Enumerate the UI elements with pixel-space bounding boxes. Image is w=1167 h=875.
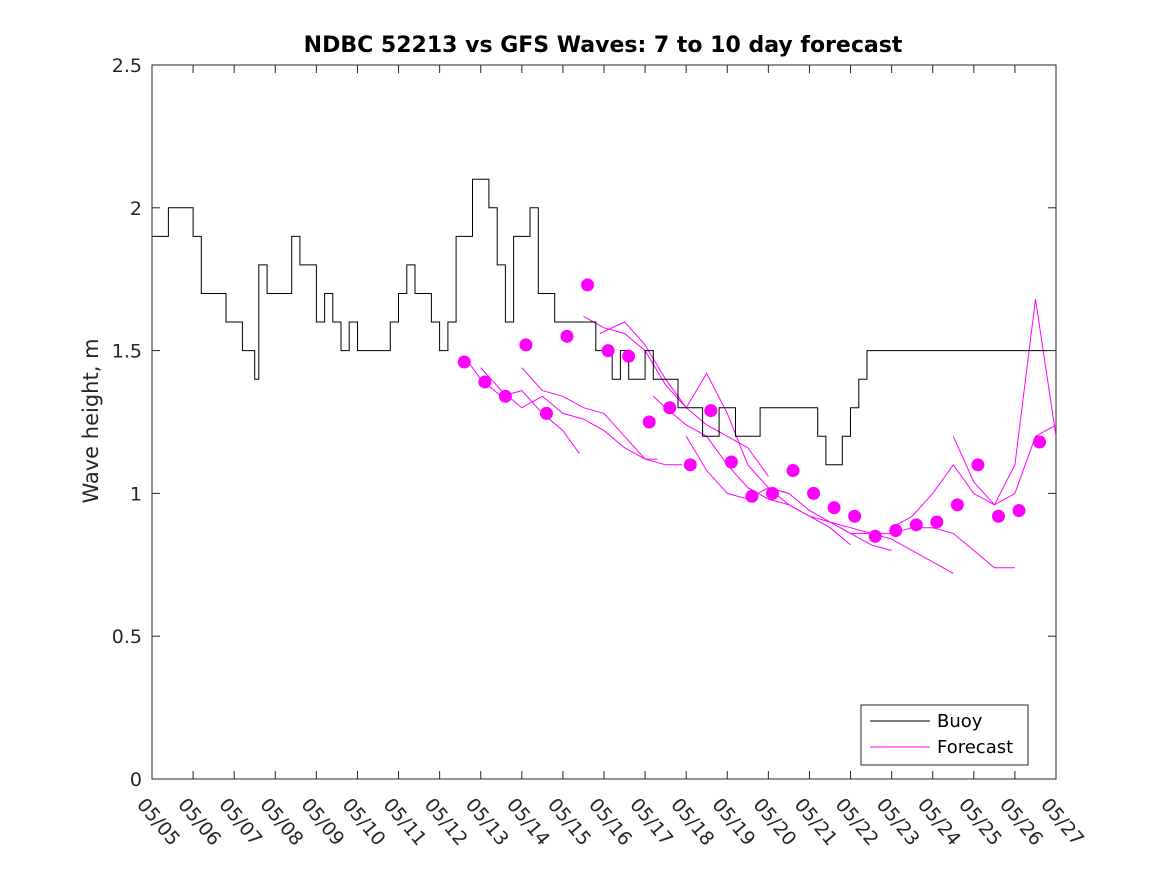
buoy-line xyxy=(152,178,1048,466)
forecast-marker xyxy=(539,406,553,420)
forecast-marker xyxy=(642,415,656,429)
forecast-marker xyxy=(848,509,862,523)
forecast-series-lines xyxy=(463,299,1057,574)
x-tick-label: 05/13 xyxy=(461,794,513,850)
forecast-run-line xyxy=(521,367,683,466)
x-tick-label: 05/09 xyxy=(297,794,349,850)
x-tick-label: 05/27 xyxy=(1036,794,1088,850)
plot-frame xyxy=(151,64,1057,780)
x-tick-label: 05/07 xyxy=(214,794,266,850)
forecast-marker xyxy=(765,486,779,500)
forecast-marker xyxy=(1012,504,1026,518)
forecast-marker xyxy=(786,464,800,478)
x-tick-label: 05/12 xyxy=(420,794,472,850)
x-tick-label: 05/14 xyxy=(502,794,554,850)
forecast-marker xyxy=(991,509,1005,523)
x-tick-label: 05/10 xyxy=(338,794,390,850)
forecast-marker xyxy=(560,329,574,343)
legend: Buoy Forecast xyxy=(860,704,1029,766)
forecast-marker xyxy=(971,458,985,472)
x-tick-label: 05/19 xyxy=(707,794,759,850)
forecast-run-line xyxy=(685,436,892,551)
x-tick-label: 05/21 xyxy=(790,794,842,850)
forecast-marker xyxy=(581,278,595,292)
forecast-marker xyxy=(663,401,677,415)
x-tick-label: 05/17 xyxy=(625,794,677,850)
x-tick-label: 05/11 xyxy=(379,794,431,850)
forecast-marker xyxy=(457,355,471,369)
x-tick-label: 05/08 xyxy=(255,794,307,850)
forecast-marker xyxy=(868,529,882,543)
x-tick-label: 05/23 xyxy=(872,794,924,850)
x-tick-label: 05/18 xyxy=(666,794,718,850)
x-tick-label: 05/22 xyxy=(831,794,883,850)
y-tick-label: 2 xyxy=(130,198,142,220)
forecast-marker xyxy=(1033,435,1047,449)
y-tick-label: 1.5 xyxy=(112,341,142,363)
forecast-run-line xyxy=(480,367,658,460)
legend-box xyxy=(860,704,1029,766)
y-axis-label: Wave height, m xyxy=(79,338,103,503)
plot-area xyxy=(151,64,1057,780)
forecast-markers xyxy=(457,278,1047,543)
x-tick-label: 05/05 xyxy=(132,794,184,850)
forecast-marker xyxy=(950,498,964,512)
forecast-marker xyxy=(519,338,533,352)
chart-title: NDBC 52213 vs GFS Waves: 7 to 10 day for… xyxy=(304,33,903,58)
x-tick-label: 05/20 xyxy=(749,794,801,850)
forecast-marker xyxy=(930,515,944,529)
x-tick-label: 05/16 xyxy=(584,794,636,850)
forecast-marker xyxy=(683,458,697,472)
forecast-run-line xyxy=(891,299,1057,529)
forecast-marker xyxy=(601,344,615,358)
legend-buoy-label: Buoy xyxy=(937,711,983,732)
x-tick-label: 05/24 xyxy=(913,794,965,850)
forecast-marker xyxy=(478,375,492,389)
buoy-series-line xyxy=(152,178,1048,466)
forecast-marker xyxy=(704,404,718,418)
forecast-run-line xyxy=(952,424,1057,506)
forecast-marker xyxy=(827,501,841,515)
forecast-marker xyxy=(807,486,821,500)
x-tick-label: 05/15 xyxy=(543,794,595,850)
x-tick-label: 05/26 xyxy=(995,794,1047,850)
forecast-marker xyxy=(498,389,512,403)
forecast-run-line xyxy=(583,315,769,477)
y-tick-label: 2.5 xyxy=(112,55,142,77)
forecast-run-line xyxy=(768,487,954,574)
forecast-run-line xyxy=(599,321,790,494)
forecast-marker xyxy=(745,489,759,503)
legend-forecast-label: Forecast xyxy=(937,737,1013,758)
x-tick-label: 05/25 xyxy=(954,794,1006,850)
forecast-marker xyxy=(622,349,636,363)
forecast-marker xyxy=(724,455,738,469)
forecast-marker xyxy=(889,524,903,538)
forecast-marker xyxy=(909,518,923,532)
x-tick-label: 05/06 xyxy=(173,794,225,850)
forecast-run-line xyxy=(652,395,851,546)
y-tick-label: 1 xyxy=(130,483,142,505)
y-tick-label: 0 xyxy=(130,769,142,791)
y-tick-label: 0.5 xyxy=(112,626,142,648)
